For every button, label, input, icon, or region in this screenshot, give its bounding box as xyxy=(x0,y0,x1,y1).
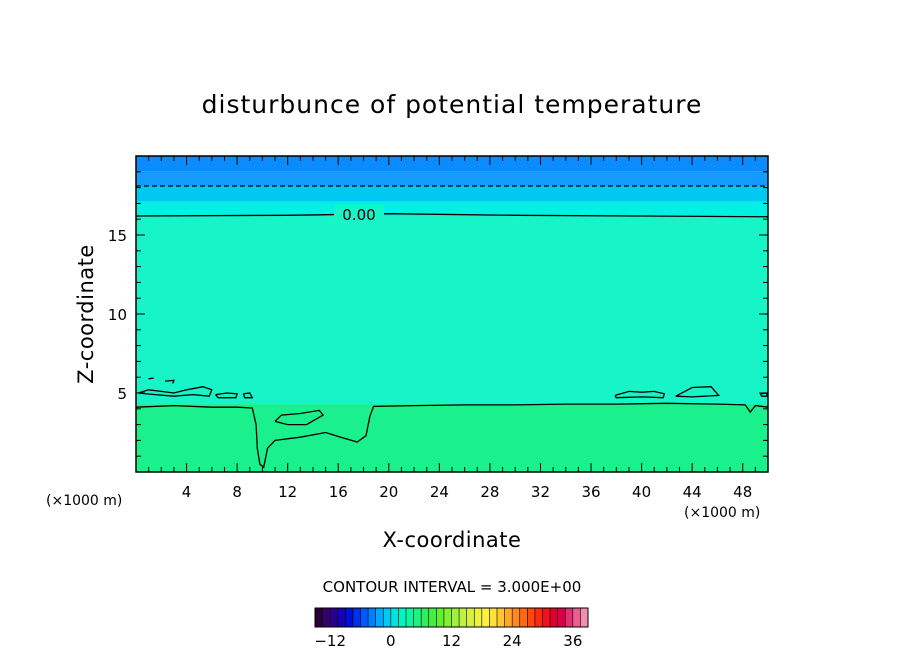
band-2 xyxy=(136,186,768,202)
colorbar-cell xyxy=(534,608,543,627)
contour-line-6 xyxy=(242,392,254,399)
colorbar-cell xyxy=(337,608,346,627)
x-tick-label: 24 xyxy=(430,483,449,501)
colorbar-cell xyxy=(474,608,483,627)
colorbar-tick-label: 12 xyxy=(442,632,461,650)
contour-line-3 xyxy=(274,409,325,426)
colorbar-cell xyxy=(406,608,414,627)
colorbar-cell xyxy=(315,608,323,627)
y-axis-ticks: 5 10 15 xyxy=(108,171,768,457)
colorbar-cell xyxy=(413,608,422,627)
x-tick-label: 48 xyxy=(733,483,752,501)
colorbar-cell xyxy=(322,608,331,627)
colorbar-cell xyxy=(557,608,566,627)
colorbar-cell xyxy=(421,608,430,627)
colorbar-cell xyxy=(352,608,361,627)
contour-line-5 xyxy=(215,392,238,399)
colorbar-cell xyxy=(565,608,574,627)
colorbar-tick-label: 24 xyxy=(503,632,522,650)
x-axis-unit-left: (×1000 m) xyxy=(46,493,122,509)
colorbar-cell xyxy=(398,608,407,627)
contour-label: 0.00 xyxy=(342,206,375,224)
contour-line-7 xyxy=(148,377,154,380)
y-tick-label: 5 xyxy=(117,385,127,403)
x-axis-ticks: 4 8 12 16 20 24 28 32 36 40 44 48 xyxy=(148,156,756,501)
contour-interval-text: CONTOUR INTERVAL = 3.000E+00 xyxy=(323,578,582,596)
contour-line-10 xyxy=(675,386,721,398)
x-tick-label: 4 xyxy=(182,483,192,501)
y-axis-title: Z-coordinate xyxy=(74,244,98,384)
x-axis-title: X-coordinate xyxy=(383,528,522,552)
colorbar xyxy=(314,607,589,628)
colorbar-cell xyxy=(466,608,475,627)
band-5 xyxy=(136,404,768,472)
x-tick-label: 8 xyxy=(232,483,242,501)
colorbar-tick-label: −12 xyxy=(314,632,346,650)
contour-lines xyxy=(136,185,768,469)
x-tick-label: 20 xyxy=(379,483,398,501)
colorbar-cell xyxy=(443,608,452,627)
x-tick-label: 28 xyxy=(480,483,499,501)
colorbar-cell xyxy=(527,608,536,627)
colorbar-cell xyxy=(512,608,521,627)
contour-line-8 xyxy=(165,379,175,384)
colorbar-cell xyxy=(390,608,399,627)
colorbar-cell xyxy=(375,608,384,627)
x-axis-unit-right: (×1000 m) xyxy=(684,505,760,521)
band-1 xyxy=(136,171,768,187)
contour-line-9 xyxy=(614,390,666,399)
colorbar-cell xyxy=(345,608,354,627)
colorbar-cell xyxy=(580,608,589,627)
contour-line-4 xyxy=(138,386,213,397)
x-tick-label: 36 xyxy=(581,483,600,501)
colorbar-cell xyxy=(383,608,392,627)
colorbar-tick-label: 0 xyxy=(386,632,396,650)
contour-line-2 xyxy=(136,402,768,469)
colorbar-cell xyxy=(572,608,581,627)
plot-area xyxy=(136,156,768,472)
band-4 xyxy=(136,216,768,405)
x-tick-label: 40 xyxy=(632,483,651,501)
colorbar-cell xyxy=(368,608,377,627)
colorbar-frame xyxy=(314,607,589,628)
colorbar-cell xyxy=(504,608,513,627)
colorbar-cell xyxy=(459,608,468,627)
chart-title: disturbunce of potential temperature xyxy=(202,90,703,119)
x-tick-label: 32 xyxy=(531,483,550,501)
colorbar-cell xyxy=(497,608,505,627)
band-3 xyxy=(136,201,768,217)
colorbar-cell xyxy=(550,608,559,627)
band-0 xyxy=(136,156,768,172)
x-tick-label: 12 xyxy=(278,483,297,501)
y-tick-label: 10 xyxy=(108,306,127,324)
colorbar-cell xyxy=(489,608,498,627)
contour-label-group: 0.00 xyxy=(334,205,384,224)
contour-line-0 xyxy=(136,213,768,218)
colorbar-cell xyxy=(360,608,369,627)
colorbar-cell xyxy=(451,608,460,627)
colorbar-cell xyxy=(428,608,437,627)
colorbar-tick-label: 36 xyxy=(563,632,582,650)
colorbar-cell xyxy=(436,608,445,627)
colorbar-cell xyxy=(481,608,490,627)
colorbar-cell xyxy=(330,608,339,627)
x-tick-label: 44 xyxy=(683,483,702,501)
colorbar-cell xyxy=(542,608,551,627)
colorbar-cell xyxy=(519,608,528,627)
colorbar-ticks: −12 0 12 24 36 xyxy=(314,632,582,650)
y-tick-label: 15 xyxy=(108,227,127,245)
x-tick-label: 16 xyxy=(329,483,348,501)
